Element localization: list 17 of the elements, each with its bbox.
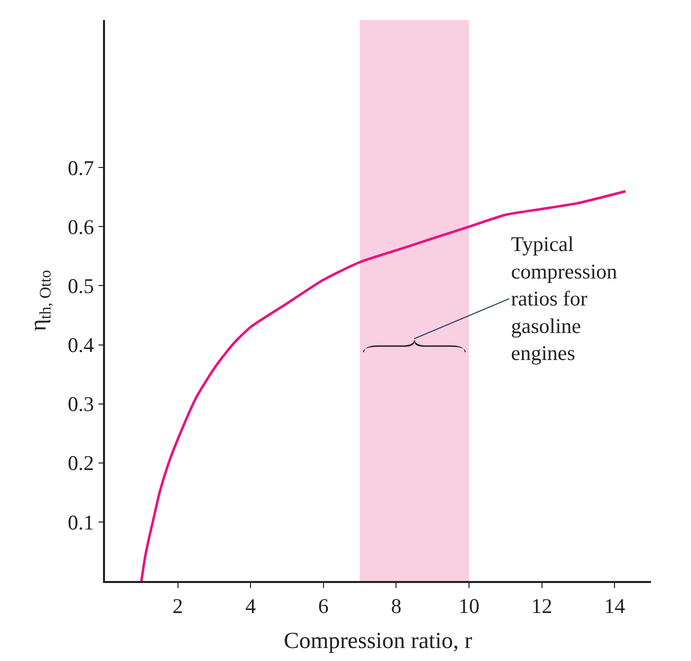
x-tick-label: 14 — [604, 594, 626, 618]
x-tick-label: 4 — [245, 594, 256, 618]
y-tick-label: 0.2 — [68, 451, 94, 476]
x-tick-label: 10 — [458, 594, 480, 618]
annotation: Typical compression ratios for gasoline engines — [511, 232, 618, 366]
y-tick-label: 0.3 — [68, 392, 94, 416]
x-tick-label: 8 — [390, 594, 402, 618]
y-tick-label: 0.4 — [68, 333, 95, 358]
x-tick-label: 12 — [531, 594, 552, 618]
y-tick-label: 0.6 — [68, 215, 94, 240]
x-axis-title: Compression ratio, r — [284, 628, 473, 654]
line-series — [140, 190, 627, 581]
x-tick-label: 2 — [172, 594, 184, 618]
y-tick-label: 0.5 — [68, 274, 94, 298]
y-tick-label: 0.7 — [68, 156, 94, 180]
y-tick-label: 0.1 — [68, 510, 94, 534]
x-tick-label: 6 — [318, 594, 329, 618]
